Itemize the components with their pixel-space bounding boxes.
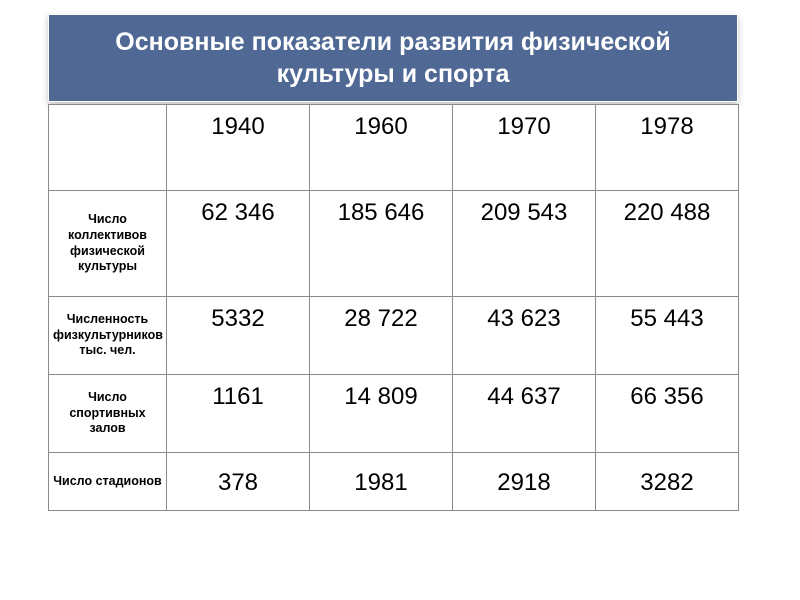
cell-3-1: 1981: [310, 453, 453, 511]
row-label-3: Число стадионов: [49, 453, 167, 511]
cell-3-2: 2918: [453, 453, 596, 511]
cell-1-1: 28 722: [310, 297, 453, 375]
cell-0-0: 62 346: [167, 191, 310, 297]
empty-corner: [49, 105, 167, 191]
cell-2-1: 14 809: [310, 375, 453, 453]
cell-0-2: 209 543: [453, 191, 596, 297]
data-table-container: 1940 1960 1970 1978 Число коллективов фи…: [48, 104, 738, 511]
cell-1-0: 5332: [167, 297, 310, 375]
slide-title-box: Основные показатели развития физической …: [48, 14, 738, 102]
data-table: 1940 1960 1970 1978 Число коллективов фи…: [48, 104, 739, 511]
cell-0-1: 185 646: [310, 191, 453, 297]
cell-0-3: 220 488: [596, 191, 739, 297]
row-label-0: Число коллективов физической культуры: [49, 191, 167, 297]
year-2: 1970: [453, 105, 596, 191]
cell-2-2: 44 637: [453, 375, 596, 453]
header-row: 1940 1960 1970 1978: [49, 105, 739, 191]
cell-2-0: 1161: [167, 375, 310, 453]
year-3: 1978: [596, 105, 739, 191]
table-row: Численность физкультурников тыс. чел. 53…: [49, 297, 739, 375]
table-row: Число коллективов физической культуры 62…: [49, 191, 739, 297]
slide-title: Основные показатели развития физической …: [73, 26, 713, 91]
table-row: Число спортивных залов 1161 14 809 44 63…: [49, 375, 739, 453]
cell-1-2: 43 623: [453, 297, 596, 375]
cell-1-3: 55 443: [596, 297, 739, 375]
row-label-2: Число спортивных залов: [49, 375, 167, 453]
year-1: 1960: [310, 105, 453, 191]
table-row: Число стадионов 378 1981 2918 3282: [49, 453, 739, 511]
cell-3-3: 3282: [596, 453, 739, 511]
row-label-1: Численность физкультурников тыс. чел.: [49, 297, 167, 375]
cell-2-3: 66 356: [596, 375, 739, 453]
year-0: 1940: [167, 105, 310, 191]
cell-3-0: 378: [167, 453, 310, 511]
